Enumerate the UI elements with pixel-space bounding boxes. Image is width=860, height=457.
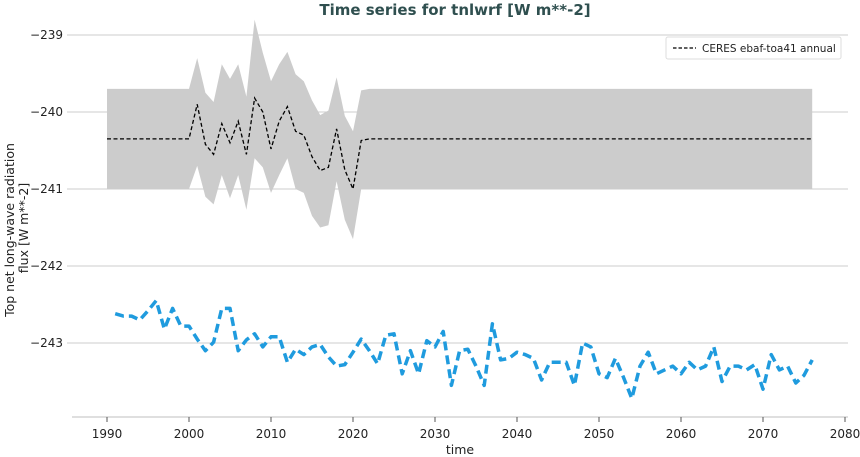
x-axis-label: time bbox=[446, 442, 475, 457]
x-tick-label: 2020 bbox=[338, 427, 369, 441]
y-tick-label: −241 bbox=[30, 182, 63, 196]
uncertainty-band bbox=[107, 19, 813, 240]
chart-title: Time series for tnlwrf [W m**-2] bbox=[319, 1, 590, 19]
ceres-reference-line bbox=[107, 96, 813, 192]
legend-box bbox=[665, 36, 842, 60]
legend-label: CERES ebaf-toa41 annual bbox=[702, 43, 836, 55]
legend: CERES ebaf-toa41 annual bbox=[665, 36, 842, 60]
y-tick-label: −239 bbox=[30, 28, 63, 42]
x-tick-label: 2000 bbox=[174, 427, 205, 441]
x-tick-label: 2030 bbox=[420, 427, 451, 441]
x-tick-label: 2080 bbox=[830, 427, 860, 441]
y-tick-label: −242 bbox=[30, 259, 63, 273]
x-tick-label: 2050 bbox=[584, 427, 615, 441]
x-tick-label: 2070 bbox=[748, 427, 779, 441]
band-area bbox=[107, 19, 813, 240]
x-tick-label: 1990 bbox=[92, 427, 123, 441]
y-tick-label: −240 bbox=[30, 105, 63, 119]
y-tick-label: −243 bbox=[30, 336, 63, 350]
y-axis-label: Top net long-wave radiation flux [W m**-… bbox=[2, 139, 31, 318]
y-axis-label-line-1: Top net long-wave radiation bbox=[2, 143, 17, 318]
x-tick-label: 2040 bbox=[502, 427, 533, 441]
x-tick-label: 2060 bbox=[666, 427, 697, 441]
ceres-line-path bbox=[107, 96, 813, 192]
y-axis-ticks: −239 −240 −241 −242 −243 bbox=[30, 28, 72, 350]
x-tick-label: 2010 bbox=[256, 427, 287, 441]
x-axis-ticks: 1990 2000 2010 2020 2030 2040 2050 2060 2070 2080 bbox=[92, 417, 860, 441]
model-line-path bbox=[114, 298, 814, 401]
y-axis: −239 −240 −241 −242 −243 Top net long-wave r… bbox=[2, 28, 72, 350]
x-axis: 1990 2000 2010 2020 2030 2040 2050 2060 2070 2080… bbox=[72, 416, 860, 457]
y-axis-label-line-2: flux [W m**-2] bbox=[16, 183, 31, 273]
model-series-line bbox=[114, 298, 814, 401]
